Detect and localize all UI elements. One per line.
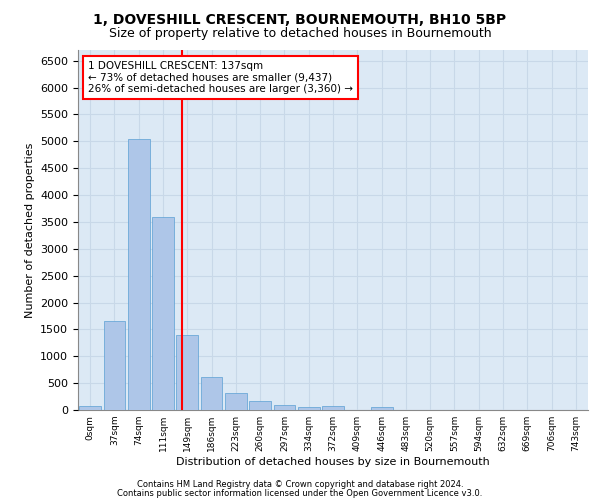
- Bar: [104, 322, 125, 410]
- Bar: [274, 404, 295, 410]
- Bar: [249, 402, 271, 410]
- Text: 1, DOVESHILL CRESCENT, BOURNEMOUTH, BH10 5BP: 1, DOVESHILL CRESCENT, BOURNEMOUTH, BH10…: [94, 12, 506, 26]
- Text: Contains public sector information licensed under the Open Government Licence v3: Contains public sector information licen…: [118, 488, 482, 498]
- Bar: [128, 138, 149, 410]
- Bar: [200, 376, 223, 410]
- Text: Contains HM Land Registry data © Crown copyright and database right 2024.: Contains HM Land Registry data © Crown c…: [137, 480, 463, 489]
- Bar: [176, 335, 198, 410]
- Bar: [79, 406, 101, 410]
- Bar: [371, 407, 392, 410]
- Bar: [225, 394, 247, 410]
- Y-axis label: Number of detached properties: Number of detached properties: [25, 142, 35, 318]
- Text: 1 DOVESHILL CRESCENT: 137sqm
← 73% of detached houses are smaller (9,437)
26% of: 1 DOVESHILL CRESCENT: 137sqm ← 73% of de…: [88, 61, 353, 94]
- Bar: [322, 406, 344, 410]
- X-axis label: Distribution of detached houses by size in Bournemouth: Distribution of detached houses by size …: [176, 457, 490, 467]
- Bar: [298, 407, 320, 410]
- Text: Size of property relative to detached houses in Bournemouth: Size of property relative to detached ho…: [109, 28, 491, 40]
- Bar: [152, 216, 174, 410]
